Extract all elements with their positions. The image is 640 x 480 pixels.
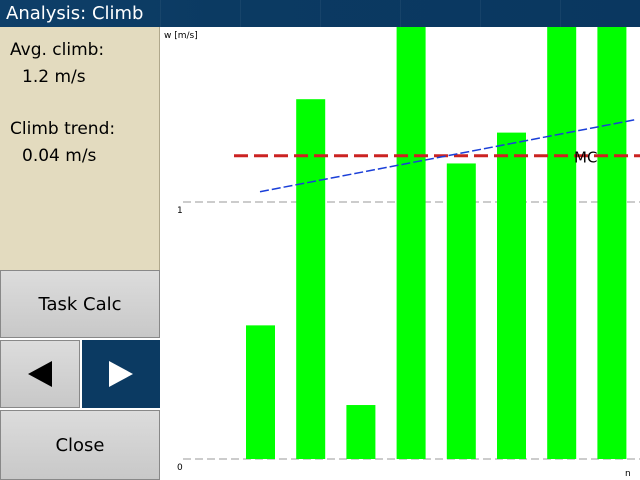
window-title: Analysis: Climb <box>6 3 144 24</box>
chart-bar <box>547 27 577 459</box>
x-axis-label: n <box>625 469 631 479</box>
next-button[interactable] <box>82 340 160 408</box>
chart-bar <box>246 325 275 459</box>
climb-trend-label: Climb trend: <box>10 119 116 139</box>
right-arrow-icon <box>109 361 133 387</box>
title-bar: Analysis: Climb <box>0 0 640 27</box>
chart-bar <box>446 163 476 459</box>
mc-label: MC <box>574 149 597 167</box>
chart-bar <box>296 99 326 459</box>
close-button[interactable]: Close <box>0 410 160 480</box>
climb-chart-svg: w [m/s] n 1 0 MC <box>164 27 640 479</box>
avg-climb-label: Avg. climb: <box>10 40 105 60</box>
chart-bar <box>346 405 376 459</box>
climb-chart: w [m/s] n 1 0 MC <box>161 27 640 480</box>
previous-button[interactable] <box>0 340 80 408</box>
y-axis-label: w [m/s] <box>164 31 198 41</box>
task-calc-button[interactable]: Task Calc <box>0 270 160 338</box>
trend-line <box>259 119 636 193</box>
chart-bar <box>597 27 627 459</box>
close-label: Close <box>55 434 105 456</box>
climb-trend-value: 0.04 m/s <box>22 146 97 166</box>
avg-climb-value: 1.2 m/s <box>22 67 86 87</box>
y-tick-label: 0 <box>177 463 183 473</box>
info-panel: Avg. climb: 1.2 m/s Climb trend: 0.04 m/… <box>0 27 160 270</box>
task-calc-label: Task Calc <box>38 293 122 315</box>
chart-bar <box>497 132 526 460</box>
left-arrow-icon <box>28 361 52 387</box>
y-tick-label: 1 <box>177 206 183 216</box>
chart-bar <box>396 27 426 459</box>
